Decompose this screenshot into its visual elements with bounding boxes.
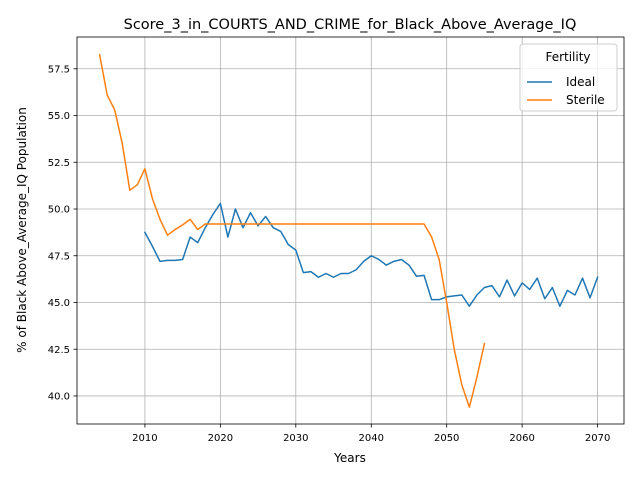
legend: Fertility Ideal Sterile — [519, 43, 618, 112]
legend-box — [519, 43, 618, 112]
y-tick-label: 52.5 — [48, 158, 70, 169]
y-tick-label: 57.5 — [48, 64, 70, 75]
x-tick-label: 2030 — [283, 433, 308, 444]
legend-label-sterile: Sterile — [566, 93, 605, 107]
x-tick-label: 2060 — [509, 433, 534, 444]
y-axis-label: % of Black Above_Average_IQ Population — [15, 107, 29, 353]
series-layer — [98, 53, 599, 408]
legend-title: Fertility — [545, 50, 590, 64]
y-tick-label: 40.0 — [48, 392, 70, 403]
x-axis-label: Years — [333, 451, 366, 465]
y-tick-label: 55.0 — [48, 111, 70, 122]
x-tick-label: 2070 — [585, 433, 610, 444]
y-tick-label: 45.0 — [48, 298, 70, 309]
series-line-ideal — [143, 202, 599, 307]
y-tick-label: 47.5 — [48, 251, 70, 262]
y-tick-label: 50.0 — [48, 205, 70, 216]
y-tick-label: 42.5 — [48, 345, 70, 356]
x-tick-label: 2020 — [208, 433, 233, 444]
plot-frame — [76, 36, 625, 425]
x-tick-label: 2010 — [132, 433, 157, 444]
series-line-sterile — [98, 53, 486, 408]
x-tick-label: 2050 — [434, 433, 459, 444]
chart-title: Score_3_in_COURTS_AND_CRIME_for_Black_Ab… — [124, 17, 577, 33]
x-tick-label: 2040 — [359, 433, 384, 444]
legend-label-ideal: Ideal — [566, 75, 595, 89]
axis-ticks: 2010 2020 2030 2040 2050 2060 2070 40.0 42.5 45.0… — [48, 64, 611, 444]
